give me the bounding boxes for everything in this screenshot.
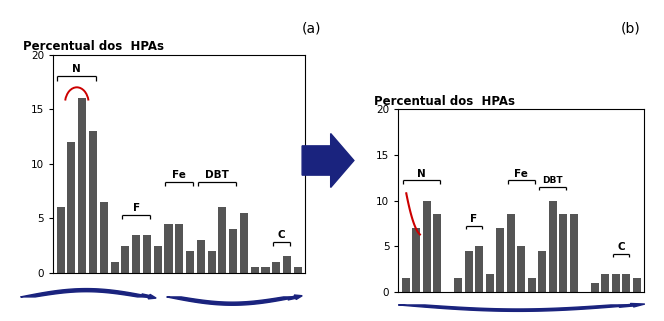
Bar [549,201,556,292]
Text: DBT: DBT [542,176,563,185]
Bar [262,267,270,273]
Bar [507,214,515,292]
Text: C: C [617,242,625,252]
Text: (b): (b) [621,21,641,35]
Bar [251,267,259,273]
Bar [229,229,237,273]
Bar [283,256,291,273]
Bar [218,207,226,273]
Text: F: F [133,203,139,213]
Bar [186,251,194,273]
FancyArrow shape [302,134,354,187]
Bar [122,246,129,273]
Bar [570,214,578,292]
Bar [165,224,173,273]
Bar [612,274,620,292]
Bar [68,142,76,273]
Bar [240,213,248,273]
Bar [591,283,599,292]
Bar [539,251,546,292]
Text: Percentual dos  HPAs: Percentual dos HPAs [374,95,515,108]
Bar [434,214,441,292]
Bar [208,251,216,273]
Text: Fe: Fe [173,170,186,180]
Bar [132,235,140,273]
Bar [402,278,410,292]
Text: C: C [278,230,286,240]
FancyArrow shape [288,295,302,300]
FancyArrow shape [618,303,645,307]
Bar [272,262,280,273]
Bar [143,235,151,273]
Polygon shape [21,289,152,297]
Bar [56,207,64,273]
Bar [465,251,473,292]
Bar [528,278,536,292]
Bar [602,274,609,292]
Text: DBT: DBT [205,170,229,180]
Text: (a): (a) [302,21,321,35]
Text: Fe: Fe [515,169,528,179]
Bar [454,278,462,292]
Text: N: N [417,169,426,179]
Bar [100,202,108,273]
Bar [197,240,205,273]
Bar [559,214,567,292]
Text: Percentual dos  HPAs: Percentual dos HPAs [23,40,164,53]
Bar [475,247,483,292]
Bar [423,201,431,292]
Bar [175,224,183,273]
Text: N: N [72,64,81,74]
Bar [517,247,525,292]
Bar [110,262,119,273]
Bar [78,98,86,273]
Bar [496,228,504,292]
FancyArrow shape [141,294,156,299]
Text: F: F [470,214,477,224]
Bar [622,274,630,292]
Bar [153,246,162,273]
Polygon shape [167,297,298,305]
Polygon shape [398,305,637,311]
Bar [89,131,97,273]
Bar [294,267,302,273]
Bar [486,274,493,292]
Bar [633,278,641,292]
Bar [412,228,420,292]
